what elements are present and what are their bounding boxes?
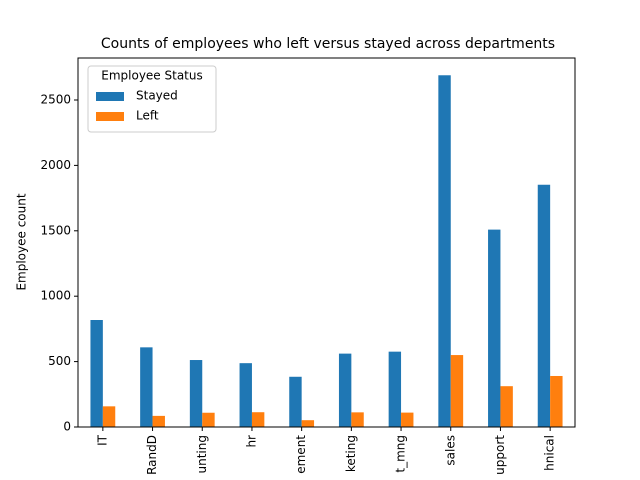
x-tick-label: sales (443, 435, 457, 466)
x-tick-label: hnical (543, 435, 557, 471)
y-tick-label: 1500 (40, 223, 71, 237)
y-tick-label: 1000 (40, 289, 71, 303)
bar (488, 229, 501, 427)
x-tick-label: t_mng (394, 435, 408, 473)
bar (550, 375, 563, 427)
bar (152, 415, 165, 427)
legend-title: Employee Status (101, 69, 202, 83)
x-tick-label: RandD (145, 435, 159, 475)
bar (239, 363, 252, 427)
bar (301, 420, 315, 427)
bar (140, 347, 153, 427)
bar (289, 376, 302, 427)
x-tick-label: upport (493, 435, 507, 475)
bar (401, 412, 414, 427)
bar (537, 184, 551, 427)
legend-swatch (96, 112, 124, 121)
bar (90, 320, 103, 427)
bar (189, 360, 203, 427)
y-tick-label: 2000 (40, 158, 71, 172)
bar (338, 353, 352, 427)
legend: Employee Status Stayed Left (87, 65, 217, 133)
x-tick-label: keting (344, 435, 358, 472)
bar (450, 355, 464, 427)
chart-title: Counts of employees who left versus stay… (101, 36, 555, 52)
x-tick-label: hr (244, 435, 258, 448)
legend-label: Stayed (136, 89, 178, 103)
plot-frame (77, 57, 576, 428)
x-tick-label: IT (95, 434, 109, 446)
x-tick-label: ement (294, 435, 308, 474)
bar (438, 75, 451, 427)
legend-label: Left (136, 109, 159, 123)
y-axis-label: Employee count (15, 193, 29, 290)
y-tick-label: 0 (63, 420, 71, 434)
x-tick-label: unting (195, 435, 209, 473)
bar (351, 412, 364, 427)
legend-swatch (96, 92, 124, 101)
bar (388, 351, 402, 427)
bar (102, 406, 116, 427)
bar (500, 386, 513, 427)
bar (251, 412, 265, 427)
y-tick-label: 2500 (40, 92, 71, 106)
bar (202, 412, 215, 427)
y-tick-label: 500 (48, 354, 71, 368)
